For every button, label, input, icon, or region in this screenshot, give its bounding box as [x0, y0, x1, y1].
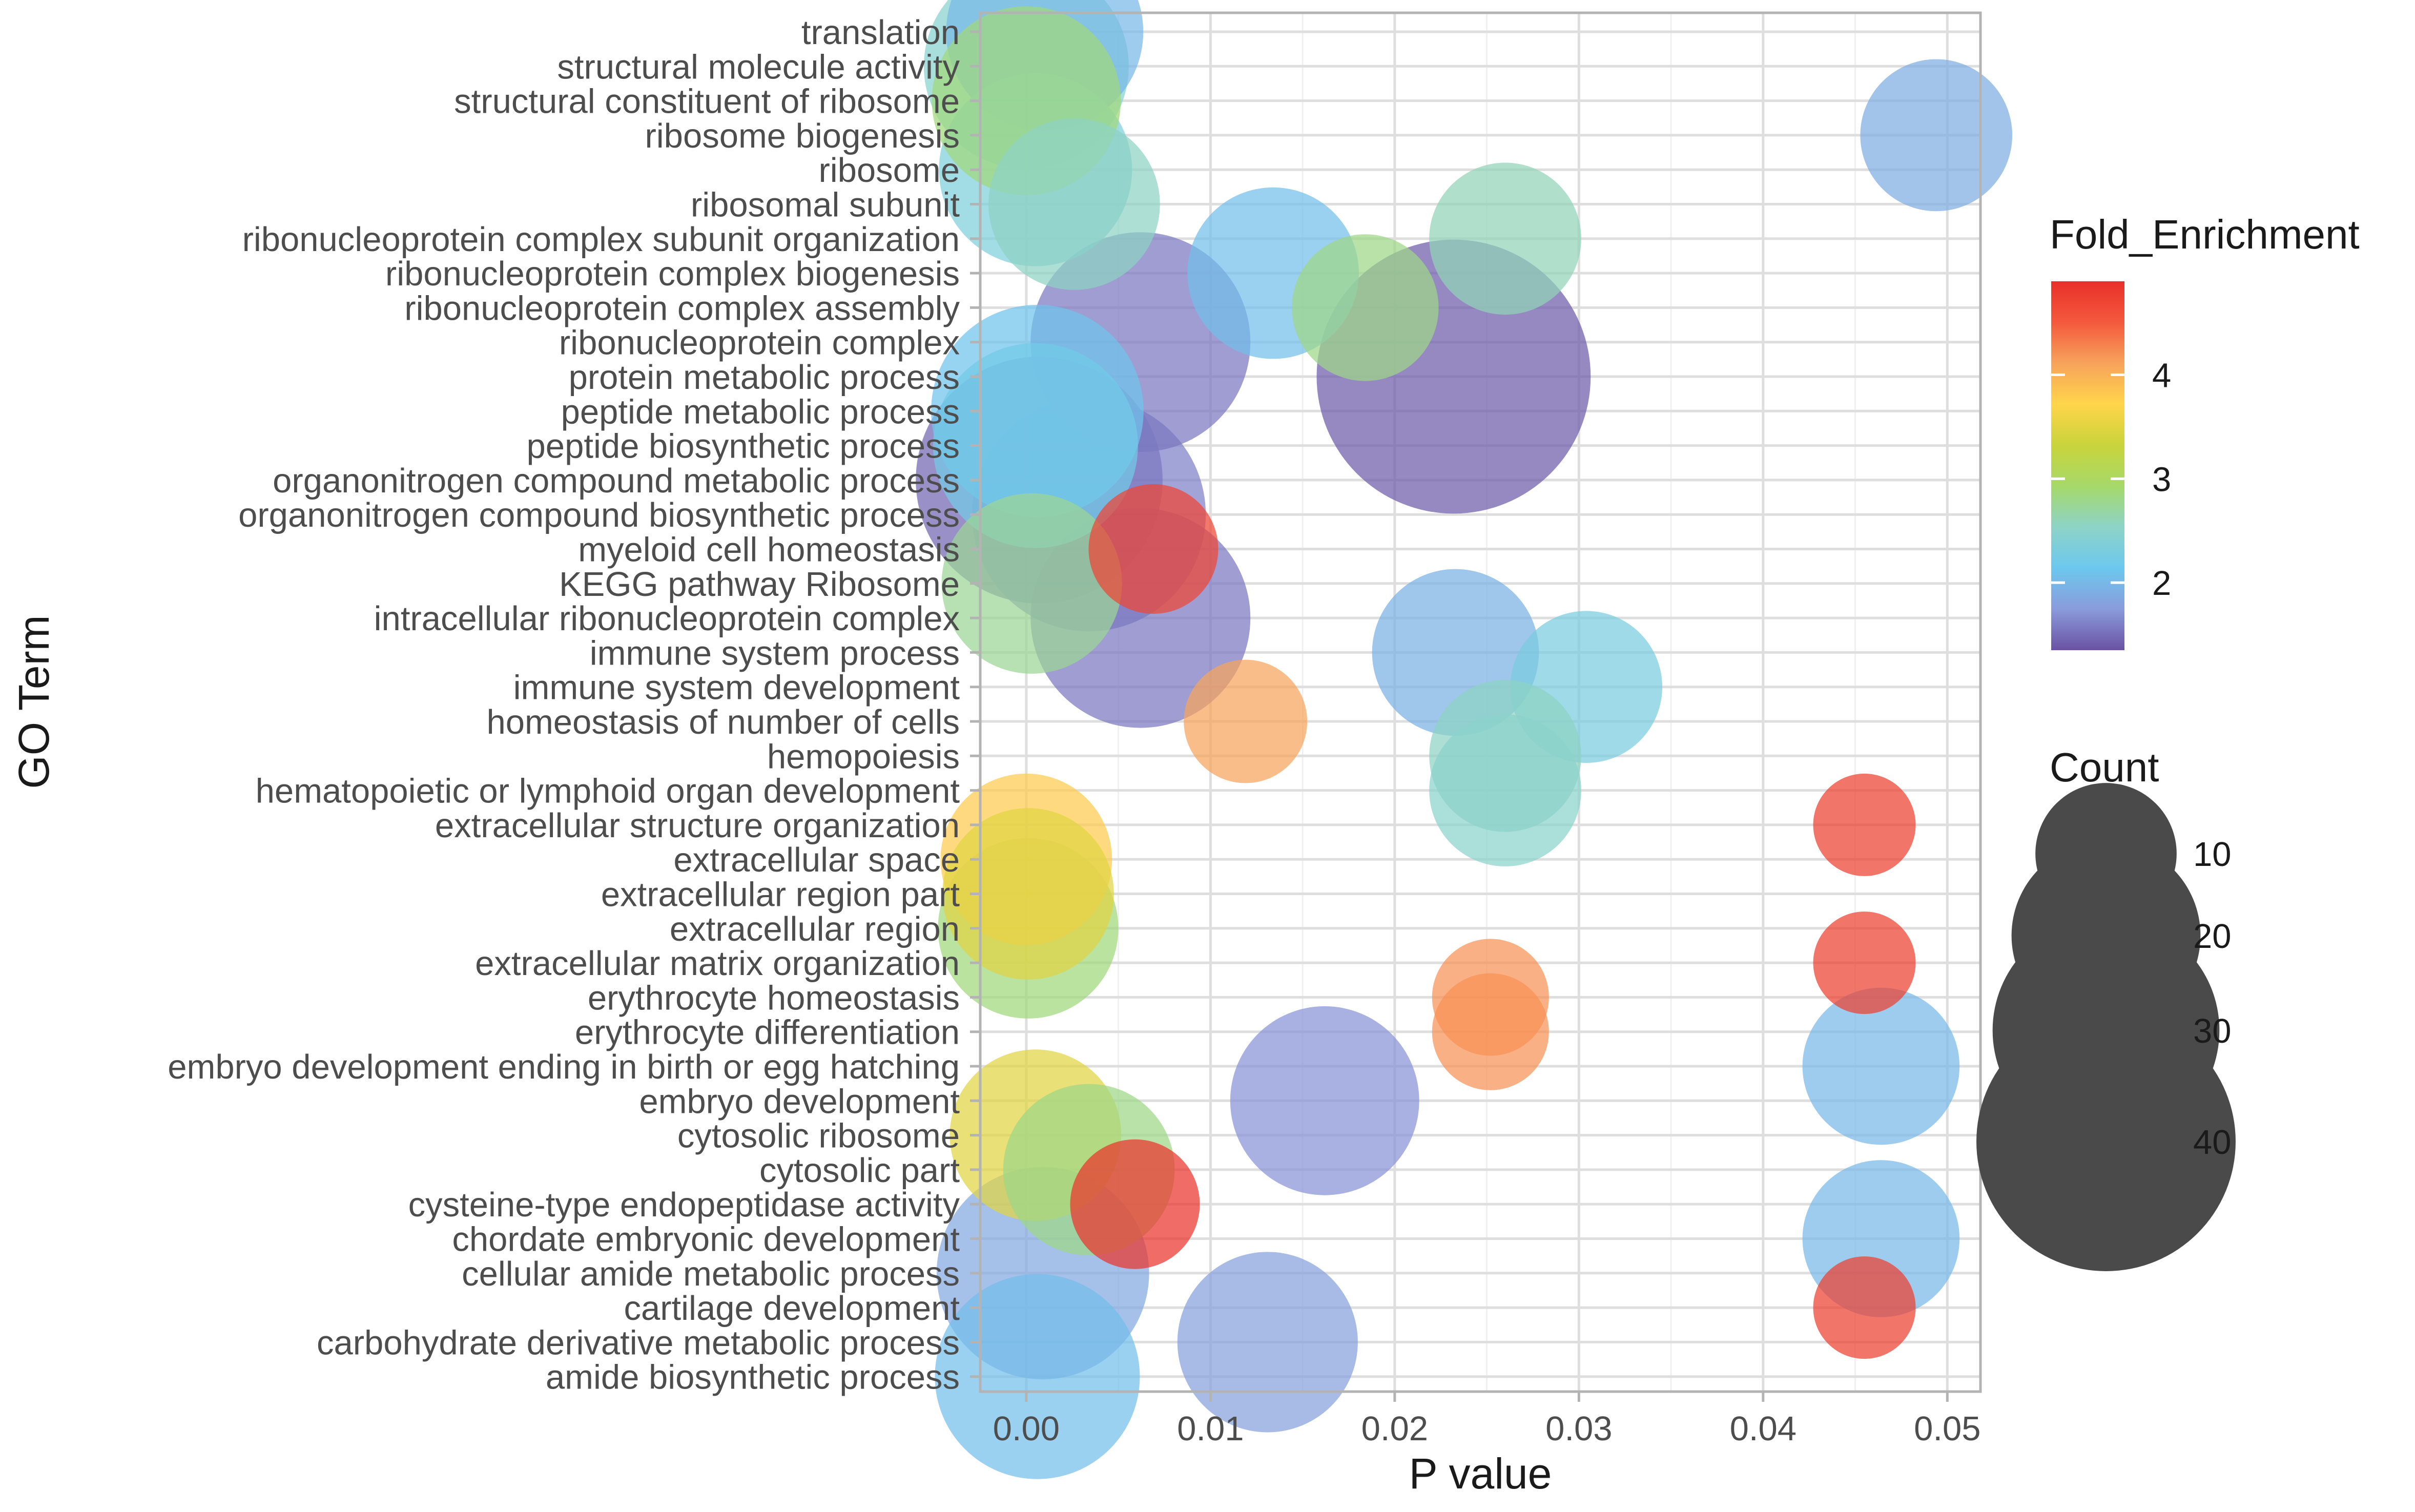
- size-legend-label: 40: [2193, 1123, 2232, 1162]
- x-tick-label: 0.02: [1361, 1410, 1428, 1448]
- y-tick-label: ribonucleoprotein complex subunit organi…: [242, 220, 960, 259]
- data-point: [933, 343, 1138, 548]
- y-tick-label: structural molecule activity: [557, 48, 960, 86]
- y-tick-label: cytosolic ribosome: [677, 1117, 960, 1155]
- size-legend-label: 30: [2193, 1012, 2232, 1050]
- data-point: [1432, 973, 1549, 1090]
- y-tick-label: erythrocyte differentiation: [575, 1013, 960, 1052]
- y-tick-label: embryo development: [639, 1082, 960, 1121]
- data-point: [1813, 912, 1916, 1014]
- y-tick-label: structural constituent of ribosome: [454, 82, 960, 121]
- y-tick-label: intracellular ribonucleoprotein complex: [374, 599, 960, 638]
- data-point: [1177, 1252, 1358, 1433]
- y-tick-label: translation: [801, 13, 960, 52]
- color-legend-title: Fold_Enrichment: [2050, 212, 2360, 257]
- y-tick-label: peptide metabolic process: [561, 392, 960, 431]
- size-legend-symbol: [1976, 1012, 2236, 1271]
- data-point: [1184, 659, 1308, 783]
- data-point: [941, 493, 1122, 674]
- y-tick-label: peptide biosynthetic process: [527, 427, 960, 466]
- size-legend-label: 20: [2193, 917, 2232, 956]
- y-tick-label: ribonucleoprotein complex biogenesis: [385, 255, 960, 293]
- y-tick-label: embryo development ending in birth or eg…: [168, 1048, 960, 1086]
- y-tick-label: cartilage development: [624, 1289, 960, 1328]
- y-tick-label: amide biosynthetic process: [546, 1358, 960, 1397]
- y-tick-label: organonitrogen compound metabolic proces…: [273, 462, 960, 500]
- y-tick-label: ribosome biogenesis: [645, 117, 960, 155]
- data-point: [1088, 484, 1219, 614]
- x-axis: 0.00 0.01 0.02 0.03 0.04 0.05: [993, 1392, 1980, 1448]
- y-tick-label: hemopoiesis: [767, 737, 960, 776]
- data-point: [1070, 1139, 1200, 1269]
- y-tick-label: protein metabolic process: [569, 358, 960, 397]
- fold-enrichment-legend: Fold_Enrichment 2 3 4: [2050, 212, 2360, 650]
- x-tick-label: 0.03: [1545, 1410, 1612, 1448]
- y-tick-label: organonitrogen compound biosynthetic pro…: [238, 496, 960, 534]
- y-tick-label: extracellular region: [670, 910, 960, 948]
- data-point: [1813, 1256, 1916, 1359]
- y-tick-label: chordate embryonic development: [452, 1220, 960, 1259]
- x-tick-label: 0.04: [1730, 1410, 1797, 1448]
- x-tick-label: 0.05: [1914, 1410, 1980, 1448]
- data-point: [935, 1274, 1140, 1479]
- y-tick-label: ribonucleoprotein complex: [559, 324, 960, 362]
- color-legend-label: 4: [2152, 357, 2171, 395]
- data-point: [1230, 1006, 1419, 1195]
- y-tick-label: erythrocyte homeostasis: [588, 979, 960, 1017]
- data-point: [1802, 987, 1960, 1145]
- data-point: [1429, 162, 1581, 315]
- y-tick-label: immune system development: [513, 669, 960, 707]
- y-tick-label: extracellular matrix organization: [475, 944, 960, 983]
- size-legend-label: 10: [2193, 835, 2232, 874]
- color-legend-label: 2: [2152, 564, 2171, 603]
- y-tick-label: ribonucleoprotein complex assembly: [404, 289, 960, 327]
- data-point: [1813, 773, 1916, 876]
- data-point: [988, 118, 1160, 290]
- data-point: [942, 808, 1114, 980]
- y-tick-label: extracellular structure organization: [435, 806, 960, 845]
- x-tick-label: 0.00: [993, 1410, 1060, 1448]
- y-tick-label: homeostasis of number of cells: [486, 703, 960, 741]
- color-legend-bar: [2051, 281, 2124, 650]
- data-point: [1860, 59, 2013, 212]
- y-tick-label: hematopoietic or lymphoid organ developm…: [256, 772, 960, 811]
- y-tick-label: KEGG pathway Ribosome: [559, 565, 960, 604]
- y-tick-label: cytosolic part: [759, 1151, 960, 1190]
- color-legend-label: 3: [2152, 460, 2171, 499]
- plot-panel-border: [979, 11, 1982, 1393]
- y-tick-label: carbohydrate derivative metabolic proces…: [317, 1323, 960, 1362]
- y-tick-label: cellular amide metabolic process: [462, 1255, 960, 1293]
- y-tick-label: immune system process: [590, 634, 960, 672]
- y-tick-label: extracellular space: [673, 841, 960, 879]
- count-legend: Count 10 20 30 40: [1976, 744, 2236, 1271]
- data-point: [1292, 234, 1439, 381]
- y-tick-label: extracellular region part: [601, 876, 960, 914]
- y-tick-label: myeloid cell homeostasis: [578, 531, 960, 569]
- x-axis-title: P value: [1409, 1449, 1552, 1498]
- data-point: [1429, 714, 1581, 866]
- x-tick-label: 0.01: [1177, 1410, 1244, 1448]
- y-axis-title: GO Term: [10, 615, 58, 789]
- y-tick-label: ribosome: [818, 151, 960, 190]
- y-tick-label: ribosomal subunit: [691, 186, 960, 224]
- y-tick-label: cysteine-type endopeptidase activity: [408, 1186, 960, 1224]
- size-legend-title: Count: [2050, 744, 2159, 790]
